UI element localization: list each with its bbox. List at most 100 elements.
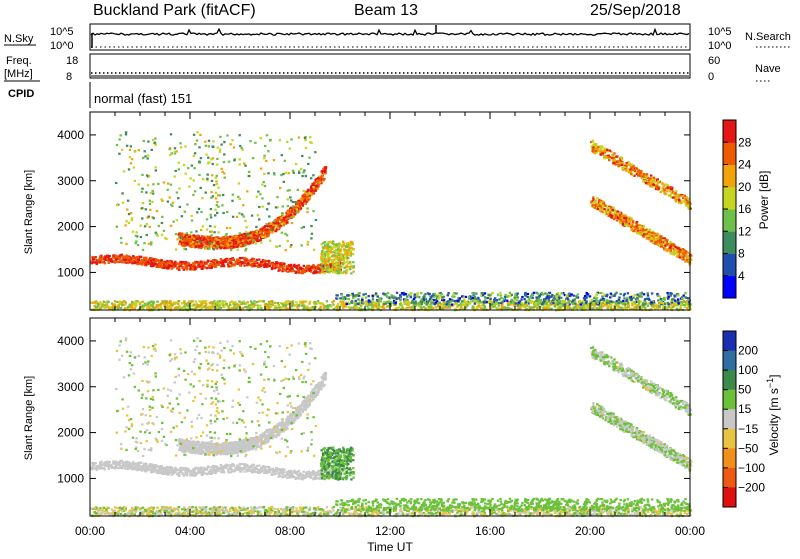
range-cell: [600, 299, 602, 301]
range-cell: [478, 305, 480, 307]
range-cell: [681, 301, 683, 303]
range-cell: [424, 293, 426, 295]
range-cell: [200, 245, 202, 247]
range-cell: [170, 204, 172, 206]
range-cell: [617, 304, 619, 306]
range-cell: [484, 292, 486, 294]
range-cell: [433, 296, 435, 298]
range-cell: [273, 173, 275, 175]
range-cell: [373, 302, 375, 304]
range-cell: [254, 142, 256, 144]
range-cell: [282, 205, 284, 207]
range-cell: [194, 190, 196, 192]
range-cell: [281, 232, 283, 234]
range-cell: [323, 305, 325, 307]
range-cell: [309, 301, 311, 303]
range-cell: [164, 237, 166, 239]
range-cell: [179, 261, 181, 263]
range-cell: [529, 297, 531, 299]
range-cell: [231, 139, 233, 141]
range-cell: [684, 296, 686, 298]
range-cell: [191, 300, 193, 302]
range-cell: [282, 220, 284, 222]
range-cell: [519, 300, 521, 302]
range-cell: [138, 183, 140, 185]
range-cell: [499, 292, 501, 294]
range-cell: [430, 303, 432, 305]
range-cell: [112, 254, 114, 256]
range-cell: [210, 208, 212, 210]
range-cell: [257, 191, 259, 193]
range-cell: [292, 205, 294, 207]
range-cell: [190, 243, 192, 245]
range-cell: [231, 301, 233, 303]
range-cell: [198, 266, 200, 268]
range-cell: [223, 141, 225, 143]
range-cell: [288, 300, 290, 302]
range-cell: [290, 267, 292, 269]
range-cell: [190, 239, 192, 241]
range-cell: [149, 209, 151, 211]
range-cell: [136, 263, 138, 265]
range-cell: [500, 295, 502, 297]
range-cell: [239, 198, 241, 200]
range-cell: [109, 306, 111, 308]
range-cell: [256, 301, 258, 303]
nsky-label: N.Sky: [4, 33, 34, 45]
range-cell: [313, 249, 315, 251]
range-cell: [641, 296, 643, 298]
range-cell: [252, 157, 254, 159]
range-cell: [208, 145, 210, 147]
range-cell: [668, 296, 670, 298]
range-cell: [681, 296, 683, 298]
range-cell: [132, 257, 134, 259]
range-cell: [199, 238, 201, 240]
range-cell: [235, 242, 237, 244]
range-cell: [489, 296, 491, 298]
range-cell: [170, 263, 172, 265]
range-cell: [248, 260, 250, 262]
range-cell: [595, 299, 597, 301]
range-cell: [230, 243, 232, 245]
range-cell: [99, 301, 101, 303]
range-cell: [189, 265, 191, 267]
range-cell: [253, 265, 255, 267]
range-cell: [406, 300, 408, 302]
range-cell: [108, 262, 110, 264]
range-cell: [103, 301, 105, 303]
range-cell: [335, 243, 337, 245]
range-cell: [214, 214, 216, 216]
range-cell: [315, 272, 317, 274]
range-cell: [179, 263, 181, 265]
range-cell: [592, 302, 594, 304]
range-cell: [105, 302, 107, 304]
range-cell: [533, 306, 535, 308]
range-cell: [158, 264, 160, 266]
range-cell: [176, 262, 178, 264]
range-cell: [119, 301, 121, 303]
range-cell: [312, 306, 314, 308]
range-cell: [207, 157, 209, 159]
range-cell: [242, 240, 244, 242]
range-cell: [183, 307, 185, 309]
range-cell: [297, 270, 299, 272]
range-cell: [348, 303, 350, 305]
range-cell: [624, 293, 626, 295]
range-cell: [304, 139, 306, 141]
range-cell: [353, 306, 355, 308]
range-cell: [149, 203, 151, 205]
range-cell: [176, 219, 178, 221]
range-cell: [231, 200, 233, 202]
range-cell: [220, 258, 222, 260]
range-cell: [474, 303, 476, 305]
range-cell: [554, 305, 556, 307]
range-cell: [213, 231, 215, 233]
range-cell: [141, 174, 143, 176]
range-cell: [145, 191, 147, 193]
range-cell: [350, 272, 352, 274]
range-cell: [413, 295, 415, 297]
range-cell: [475, 293, 477, 295]
range-cell: [128, 257, 130, 259]
range-cell: [546, 305, 548, 307]
range-cell: [215, 237, 217, 239]
